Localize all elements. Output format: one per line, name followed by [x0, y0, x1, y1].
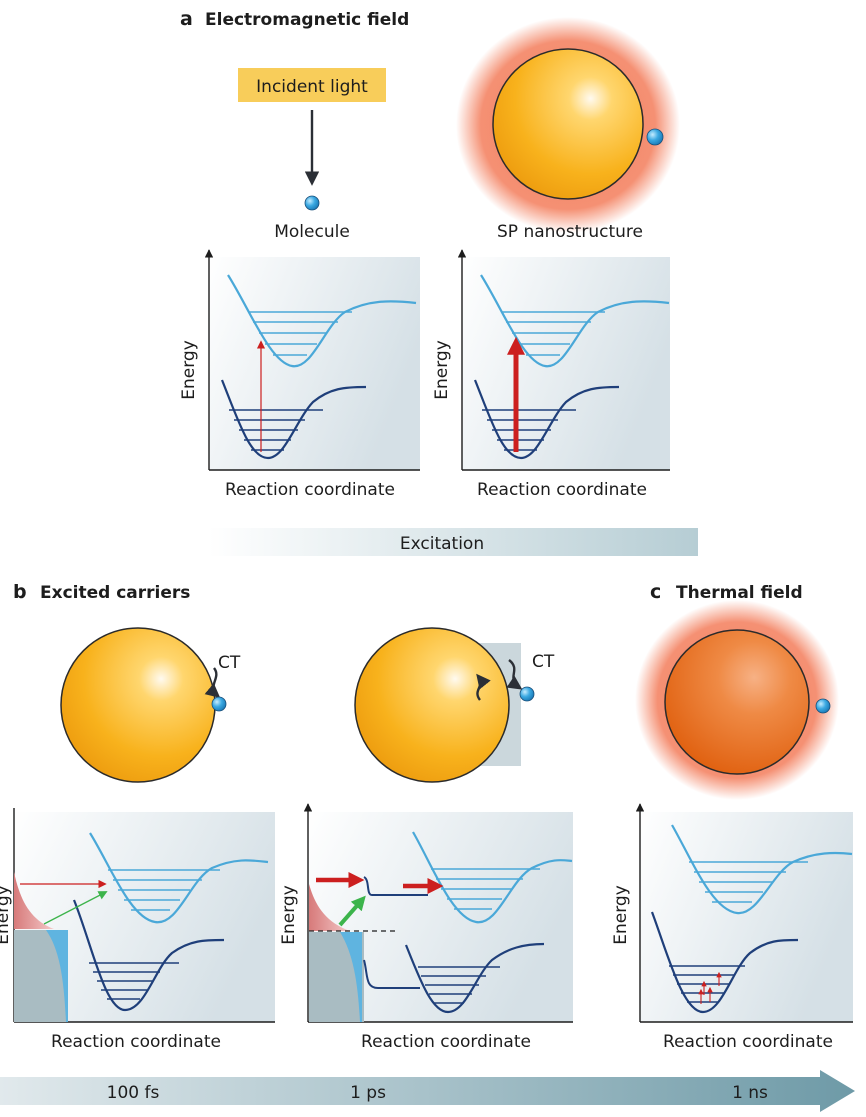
- plot-c-excited-curve: [671, 824, 853, 915]
- plot-b1: Energy Reaction coordinate: [0, 808, 275, 1052]
- plot-b2-y-label: Energy: [279, 885, 299, 945]
- panel-a-letter: a: [180, 8, 193, 30]
- sp-nanostructure-label: SP nanostructure: [497, 222, 643, 242]
- b2-molecule-icon: [519, 686, 535, 702]
- plot-b2-ground-levels: [418, 966, 500, 1004]
- timeline-label-1ps: 1 ps: [350, 1083, 386, 1103]
- incident-light-label: Incident light: [256, 77, 368, 97]
- timeline-label-1ns: 1 ns: [732, 1083, 768, 1103]
- plot-b2-excited-levels: [431, 868, 540, 910]
- panel-b-title: Excited carriers: [40, 583, 190, 603]
- molecule-label: Molecule: [274, 222, 350, 242]
- plot-b1-excited-levels: [108, 869, 220, 911]
- plot-a1-excited-levels: [248, 311, 352, 356]
- plot-a1-ground-levels: [229, 409, 323, 451]
- panel-c-letter: c: [650, 581, 661, 603]
- plot-b2-interface-state-lower: [363, 959, 420, 989]
- panel-c-title: Thermal field: [676, 583, 803, 603]
- timeline-label-100fs: 100 fs: [107, 1083, 160, 1103]
- plot-a1-ground-curve: [220, 379, 367, 460]
- panel-a: a Electromagnetic field Incident light M…: [179, 8, 698, 556]
- plot-b2-interface-state-upper: [363, 876, 428, 896]
- plot-c-y-label: Energy: [611, 885, 631, 945]
- plot-c-ground-curve: [650, 911, 799, 1014]
- plot-b1-excited-curve: [89, 832, 269, 924]
- timeline: 100 fs 1 ps 1 ns: [0, 1070, 855, 1112]
- panel-a-title: Electromagnetic field: [205, 10, 409, 30]
- plot-b2-green-arrow: [338, 895, 366, 927]
- plot-a2-x-label: Reaction coordinate: [477, 480, 647, 500]
- plot-c-excited-levels: [689, 861, 808, 903]
- b1-ct-label: CT: [218, 653, 241, 673]
- b2-ct-label: CT: [532, 652, 555, 672]
- b1-charge-transfer-arrow: [204, 667, 221, 698]
- panel-b-letter: b: [13, 581, 27, 603]
- plot-b1-ground-curve: [72, 899, 225, 1012]
- plot-c: Energy Reaction coordinate: [611, 803, 853, 1052]
- plot-a1-y-label: Energy: [179, 340, 199, 400]
- plot-a2-excited-curve: [480, 274, 670, 368]
- plot-a2-background: [462, 257, 670, 470]
- plot-c-background: [640, 812, 853, 1022]
- plot-a2-ground-curve: [473, 379, 620, 460]
- plot-b1-green-arrow: [43, 891, 108, 925]
- excitation-bar: [208, 528, 698, 556]
- adsorbed-molecule-icon: [646, 128, 664, 146]
- plot-a2-ground-levels: [482, 409, 576, 451]
- plot-b1-ground-levels: [89, 962, 179, 1000]
- plot-a1-x-label: Reaction coordinate: [225, 480, 395, 500]
- b2-nanoparticle-icon: [354, 627, 510, 783]
- plot-b1-hot-electron-tail: [14, 872, 54, 929]
- sp-nanoparticle-icon: [492, 48, 644, 200]
- panel-c: c Thermal field: [611, 581, 853, 1052]
- plot-a1-excited-curve: [227, 274, 417, 368]
- plot-c-x-label: Reaction coordinate: [663, 1032, 833, 1052]
- b1-nanoparticle-icon: [60, 627, 216, 783]
- molecule-icon: [304, 195, 320, 211]
- plot-a2-y-label: Energy: [432, 340, 452, 400]
- b1-molecule-icon: [211, 696, 227, 712]
- excitation-label: Excitation: [400, 534, 484, 554]
- plot-b1-y-label: Energy: [0, 885, 13, 945]
- b2-hot-carrier-arrow: [476, 673, 491, 701]
- plot-b2-hot-electron-tail: [309, 884, 350, 931]
- b2-charge-transfer-arrow: [506, 659, 523, 690]
- plot-a1-background: [209, 257, 420, 470]
- plot-b2: Energy Reaction coordinate: [279, 803, 573, 1052]
- plot-b2-ground-curve: [404, 942, 545, 1014]
- plot-b1-x-label: Reaction coordinate: [51, 1032, 221, 1052]
- panel-b: b Excited carriers CT CT: [0, 581, 573, 1052]
- plot-b2-hole-region: [340, 932, 362, 1022]
- plot-a1: Energy Reaction coordinate: [179, 249, 420, 500]
- plot-b1-hole-region: [46, 930, 68, 1022]
- incident-light-box: [238, 68, 386, 102]
- c-hot-nanoparticle-icon: [664, 629, 810, 775]
- plot-a2: Energy Reaction coordinate: [432, 249, 670, 500]
- plot-a2-excited-levels: [501, 311, 605, 356]
- c-molecule-icon: [815, 698, 831, 714]
- plot-c-vibrational-heating-arrows: [698, 971, 722, 1004]
- plot-b2-background: [308, 812, 573, 1022]
- plot-b2-x-label: Reaction coordinate: [361, 1032, 531, 1052]
- timeline-arrow: [0, 1070, 855, 1112]
